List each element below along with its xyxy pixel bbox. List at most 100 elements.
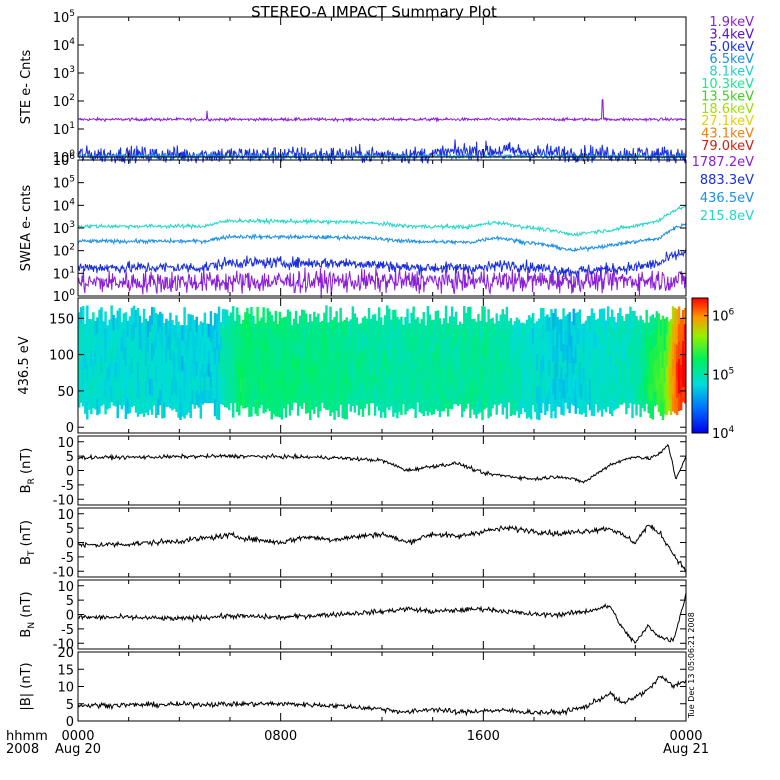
heatmap-cell bbox=[302, 371, 306, 388]
heatmap-cell bbox=[615, 365, 618, 381]
heatmap-cell bbox=[436, 343, 440, 361]
heatmap-cell bbox=[663, 334, 667, 351]
heatmap-cell bbox=[94, 321, 97, 337]
legend-entry: 1.9keV bbox=[709, 15, 754, 30]
heatmap-cell bbox=[412, 306, 415, 324]
heatmap-cell bbox=[112, 375, 115, 391]
heatmap-cell bbox=[576, 359, 579, 377]
heatmap-cell bbox=[98, 361, 101, 380]
heatmap-cell bbox=[548, 331, 551, 347]
heatmap-cell bbox=[209, 387, 213, 404]
heatmap-cell bbox=[471, 334, 474, 350]
heatmap-cell bbox=[126, 320, 130, 337]
heatmap-cell bbox=[655, 389, 659, 405]
heatmap-cell bbox=[491, 317, 494, 334]
heatmap-cell bbox=[540, 395, 543, 413]
heatmap-cell bbox=[108, 334, 111, 350]
heatmap-cell bbox=[300, 392, 304, 409]
heatmap-cell bbox=[307, 382, 310, 398]
heatmap-cell bbox=[315, 361, 318, 377]
heatmap-cell bbox=[262, 342, 265, 361]
heatmap-cell bbox=[592, 364, 596, 382]
heatmap-cell bbox=[294, 356, 298, 373]
heatmap-cell bbox=[266, 308, 269, 326]
heatmap-cell bbox=[185, 340, 188, 356]
heatmap-cell bbox=[163, 323, 166, 340]
heatmap-cell bbox=[489, 383, 492, 401]
heatmap-cell bbox=[538, 335, 541, 353]
heatmap-cell bbox=[375, 320, 379, 336]
heatmap-cell bbox=[227, 347, 231, 364]
heatmap-cell bbox=[546, 362, 549, 380]
heatmap-cell bbox=[278, 382, 282, 400]
heatmap-cell bbox=[138, 381, 142, 398]
heatmap-cell bbox=[179, 356, 182, 373]
heatmap-cell bbox=[236, 394, 239, 412]
heatmap-cell bbox=[345, 334, 348, 352]
y-tick-label: 10 bbox=[57, 436, 74, 451]
heatmap-cell bbox=[560, 335, 563, 352]
heatmap-cell bbox=[142, 344, 146, 363]
heatmap-cell bbox=[173, 324, 176, 340]
heatmap-cell bbox=[128, 364, 132, 382]
heatmap-cell bbox=[438, 383, 442, 401]
heatmap-cell bbox=[580, 323, 584, 339]
heatmap-cell bbox=[205, 389, 209, 404]
heatmap-cell bbox=[106, 339, 109, 354]
heatmap-cell bbox=[339, 323, 342, 341]
heatmap-cell bbox=[100, 389, 103, 407]
heatmap-cell bbox=[489, 400, 492, 417]
heatmap-cell bbox=[169, 344, 172, 361]
heatmap-cell bbox=[394, 378, 397, 396]
heatmap-cell bbox=[388, 342, 391, 360]
heatmap-cell bbox=[169, 312, 172, 329]
heatmap-cell bbox=[643, 322, 646, 338]
heatmap-cell bbox=[542, 371, 545, 388]
heatmap-cell bbox=[594, 319, 598, 335]
heatmap-cell bbox=[82, 389, 85, 407]
heatmap-cell bbox=[584, 320, 588, 337]
heatmap-cell bbox=[384, 315, 387, 333]
heatmap-cell bbox=[507, 334, 511, 349]
heatmap-cell bbox=[268, 361, 271, 379]
heatmap-cell bbox=[90, 318, 93, 336]
heatmap-cell bbox=[639, 383, 642, 401]
heatmap-cell bbox=[130, 324, 134, 342]
heatmap-cell bbox=[564, 359, 567, 374]
heatmap-cell bbox=[369, 318, 373, 334]
heatmap-cell bbox=[201, 336, 205, 351]
y-tick-label: -10 bbox=[53, 565, 74, 580]
heatmap-cell bbox=[244, 328, 247, 345]
heatmap-cell bbox=[258, 335, 261, 350]
heatmap-cell bbox=[223, 374, 227, 391]
y-tick-label: 5 bbox=[66, 522, 74, 537]
heatmap-cell bbox=[353, 362, 357, 380]
heatmap-cell bbox=[538, 386, 541, 404]
heatmap-cell bbox=[148, 378, 152, 395]
heatmap-cell bbox=[538, 318, 541, 336]
heatmap-cell bbox=[475, 386, 478, 403]
y-tick-label: 10 bbox=[57, 681, 74, 696]
heatmap-cell bbox=[446, 322, 450, 339]
heatmap-cell bbox=[469, 306, 472, 326]
heatmap-cell bbox=[679, 334, 683, 350]
heatmap-cell bbox=[424, 396, 427, 412]
heatmap-cell bbox=[321, 348, 324, 362]
heatmap-cell bbox=[201, 363, 205, 378]
heatmap-cell bbox=[669, 335, 673, 352]
heatmap-cell bbox=[215, 348, 219, 367]
heatmap-cell bbox=[442, 364, 446, 381]
heatmap-cell bbox=[379, 400, 383, 418]
heatmap-cell bbox=[134, 327, 138, 345]
heatmap-cell bbox=[173, 380, 176, 395]
heatmap-cell bbox=[292, 346, 296, 361]
heatmap-cell bbox=[388, 376, 391, 394]
heatmap-cell bbox=[578, 344, 582, 363]
heatmap-cell bbox=[487, 345, 490, 364]
heatmap-cell bbox=[140, 337, 144, 354]
heatmap-cell bbox=[90, 350, 93, 367]
heatmap-cell bbox=[671, 393, 675, 412]
heatmap-cell bbox=[288, 380, 292, 399]
heatmap-cell bbox=[562, 379, 565, 398]
heatmap-cell bbox=[681, 340, 685, 357]
